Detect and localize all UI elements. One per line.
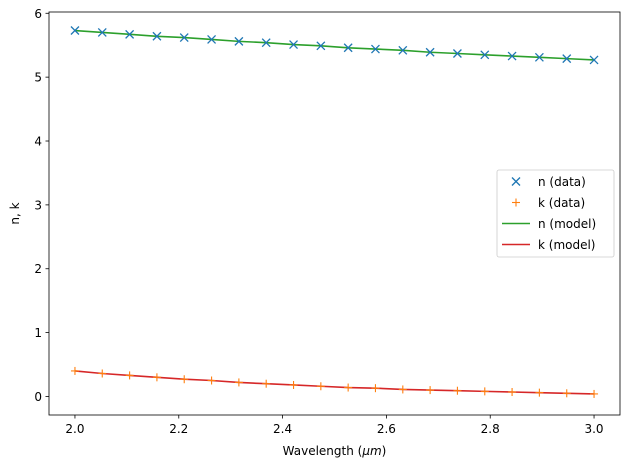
- k-data-point: [590, 389, 599, 398]
- k-data-point: [562, 389, 571, 398]
- x-tick-label: 3.0: [584, 422, 603, 436]
- legend-frame: [496, 169, 615, 258]
- k-data-point: [262, 379, 271, 388]
- n-data-point: [480, 50, 490, 60]
- x-axis-label-suffix: ): [382, 444, 387, 458]
- k-data-point: [70, 366, 79, 375]
- k-data-point: [535, 388, 544, 397]
- legend-entry-k-model: k (model): [502, 238, 596, 252]
- n-data-point: [507, 51, 517, 61]
- y-tick-label: 5: [34, 71, 42, 85]
- k-data-point: [234, 378, 243, 387]
- n-data-point: [125, 29, 135, 39]
- plot-frame: [48, 11, 621, 416]
- n-data-point: [452, 49, 462, 58]
- n-data-point: [589, 55, 599, 65]
- k-data-point: [371, 384, 380, 393]
- y-tick-label: 2: [34, 262, 42, 276]
- x-tick-label: 2.2: [169, 422, 188, 436]
- y-ticks: 0 1 2 3 4 5 6: [34, 7, 49, 404]
- k-data-point: [316, 382, 325, 391]
- n-data-point: [261, 38, 271, 48]
- y-tick-label: 4: [34, 135, 42, 149]
- n-data-point: [179, 33, 189, 43]
- y-tick-label: 3: [34, 198, 42, 212]
- x-tick-label: 2.8: [481, 422, 500, 436]
- k-data-point: [453, 386, 462, 395]
- k-data-point: [125, 371, 134, 380]
- n-data-point: [343, 43, 353, 53]
- n-data-point: [207, 35, 217, 44]
- series-line-n-model: [74, 29, 595, 61]
- k-data-point: [180, 375, 189, 384]
- x-tick-label: 2.4: [273, 422, 292, 436]
- k-data-point: [398, 385, 407, 394]
- n-data-point: [534, 52, 544, 62]
- n-data-point: [316, 41, 326, 51]
- x-ticks: 2.0 2.2 2.4 2.6 2.8 3.0: [65, 415, 604, 436]
- x-axis-label: Wavelength (μm): [283, 444, 387, 458]
- n-data-point: [425, 47, 435, 57]
- x-tick-label: 2.6: [377, 422, 396, 436]
- n-data-point: [70, 26, 80, 35]
- legend-label: n (data): [538, 175, 586, 189]
- k-data-point: [508, 388, 517, 397]
- k-data-point: [344, 383, 353, 392]
- n-data-point: [97, 27, 107, 37]
- legend-marker-swatch: [511, 177, 521, 186]
- n-data-point: [289, 40, 299, 50]
- x-tick-label: 2.0: [65, 422, 84, 436]
- series-line-k-model: [74, 370, 595, 395]
- k-data-point: [152, 373, 161, 382]
- legend-entry-n-model: n (model): [502, 217, 596, 231]
- legend-entry-k-data: k (data): [512, 196, 585, 210]
- legend-label: k (model): [538, 238, 596, 252]
- y-axis-label: n, k: [8, 202, 22, 224]
- x-axis-label-prefix: Wavelength (: [283, 444, 363, 458]
- legend-label: n (model): [538, 217, 596, 231]
- k-data-point: [480, 387, 489, 396]
- y-tick-label: 1: [34, 326, 42, 340]
- legend: n (data) k (data) n (model) k (model): [496, 169, 615, 258]
- legend-entries: n (data) k (data) n (model) k (model): [502, 175, 596, 252]
- k-data-point: [289, 380, 298, 389]
- plot-layer: [70, 26, 599, 398]
- n-data-point: [370, 44, 380, 54]
- legend-label: k (data): [538, 196, 585, 210]
- n-data-point: [398, 45, 408, 55]
- y-tick-label: 0: [34, 390, 42, 404]
- legend-marker-swatch: [512, 198, 520, 207]
- n-data-point: [234, 36, 244, 46]
- n-data-point: [152, 31, 162, 41]
- axes-layer: [48, 11, 621, 416]
- n-data-point: [562, 54, 572, 64]
- k-data-point: [98, 369, 107, 378]
- y-tick-label: 6: [34, 7, 42, 21]
- legend-entry-n-data: n (data): [511, 175, 586, 189]
- x-axis-label-unit: μm: [361, 444, 381, 458]
- k-data-point: [207, 376, 216, 385]
- k-data-point: [426, 386, 435, 395]
